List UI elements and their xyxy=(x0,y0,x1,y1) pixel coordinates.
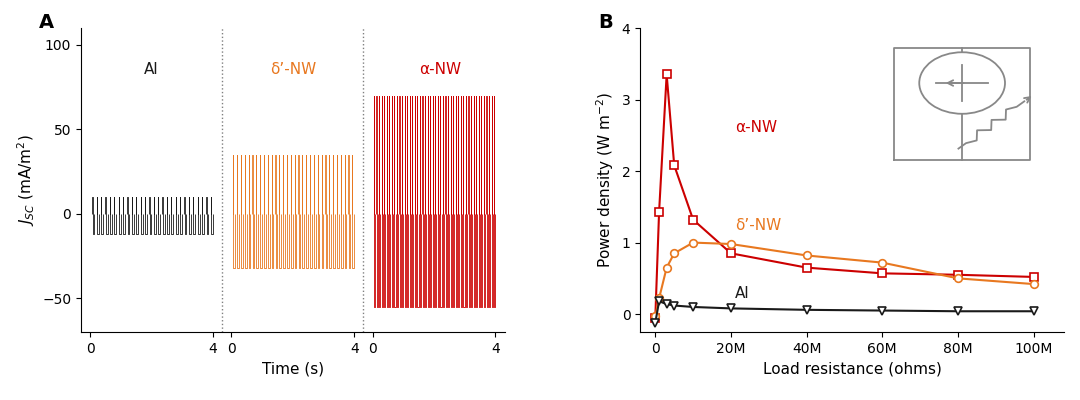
Text: α-NW: α-NW xyxy=(734,120,777,135)
Y-axis label: Power density (W m$^{-2}$): Power density (W m$^{-2}$) xyxy=(594,92,616,268)
Y-axis label: $J_{SC}$ (mA/m$^2$): $J_{SC}$ (mA/m$^2$) xyxy=(15,134,37,226)
Text: Al: Al xyxy=(145,62,159,77)
X-axis label: Load resistance (ohms): Load resistance (ohms) xyxy=(762,361,942,376)
Text: A: A xyxy=(39,13,54,32)
Text: Al: Al xyxy=(734,286,750,301)
X-axis label: Time (s): Time (s) xyxy=(261,361,324,376)
Text: δ’-NW: δ’-NW xyxy=(270,62,316,77)
Text: δ’-NW: δ’-NW xyxy=(734,218,781,233)
Text: α-NW: α-NW xyxy=(419,62,461,77)
Text: B: B xyxy=(598,13,612,32)
